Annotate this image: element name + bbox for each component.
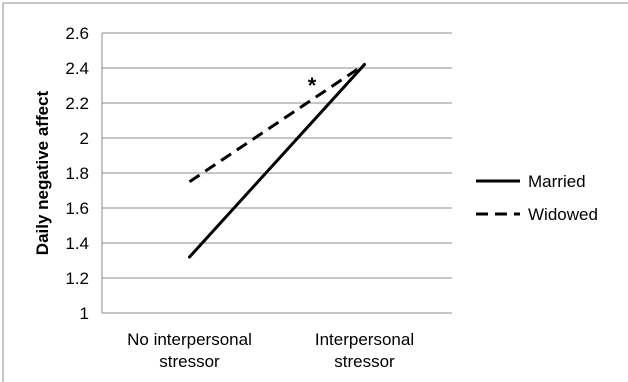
x-axis: No interpersonal stressor Interpersonal str…: [127, 330, 414, 371]
y-tick-label: 1: [80, 304, 89, 323]
y-axis: 1 1.2 1.4 1.6 1.8 2 2.2 2.4 2.6 Daily negative af…: [33, 24, 103, 323]
y-tick-label: 2.6: [65, 24, 89, 43]
gridlines: [102, 32, 452, 314]
annotations: *: [308, 73, 317, 98]
series-line-widowed: [188, 63, 366, 183]
x-tick-label: No interpersonal stressor: [127, 330, 252, 371]
y-tick-label: 1.6: [65, 199, 89, 218]
x-tick-label: Interpersonal stressor: [315, 330, 414, 371]
series-line-married: [188, 63, 366, 259]
legend-label-widowed: Widowed: [528, 205, 598, 224]
y-axis-label: Daily negative affect: [33, 90, 52, 255]
y-tick-label: 1.4: [65, 234, 89, 253]
significance-annotation: *: [308, 73, 317, 98]
legend: Married Widowed: [476, 172, 598, 224]
y-tick-label: 2: [80, 129, 89, 148]
series-lines: [188, 63, 366, 259]
y-tick-label: 1.2: [65, 269, 89, 288]
legend-label-married: Married: [528, 172, 586, 191]
y-tick-label: 1.8: [65, 164, 89, 183]
y-tick-label: 2.2: [65, 94, 89, 113]
y-tick-label: 2.4: [65, 59, 89, 78]
